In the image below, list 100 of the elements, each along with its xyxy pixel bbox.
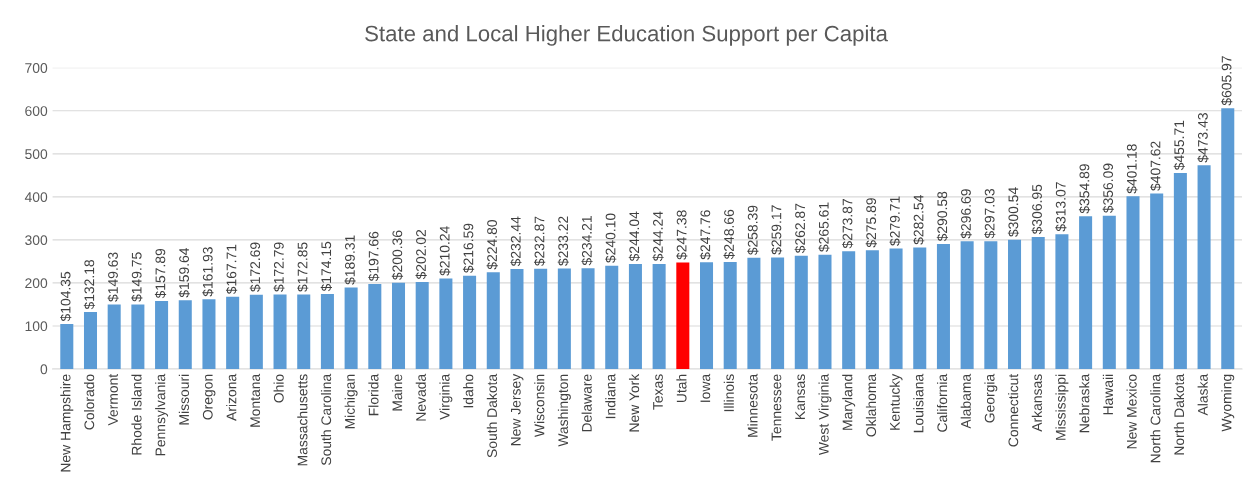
y-tick-label: 600 (25, 106, 48, 116)
x-tick-label: New York (628, 373, 640, 432)
x-tick-label: New Jersey (511, 373, 524, 446)
bar (557, 268, 571, 369)
data-label: $157.89 (154, 248, 167, 299)
x-tick-label: Montana (250, 373, 261, 427)
x-tick-label: Maine (392, 374, 403, 411)
bar (1197, 165, 1211, 369)
data-label: $605.97 (1221, 56, 1233, 106)
bar (771, 257, 785, 369)
x-tick-label: Minnesota (747, 373, 758, 437)
y-tick-label: 100 (25, 321, 48, 332)
x-tick-label: Maryland (842, 374, 856, 430)
bar (1221, 108, 1235, 369)
data-label: $259.17 (770, 205, 783, 255)
bar (439, 278, 453, 369)
bar (865, 250, 879, 369)
data-label: $172.79 (273, 242, 285, 292)
bar (486, 272, 500, 369)
bar (1031, 236, 1045, 369)
data-label: $159.64 (178, 247, 190, 298)
bar (368, 283, 382, 369)
bar (652, 263, 666, 369)
x-tick-label: New Mexico (1126, 374, 1137, 449)
bar (178, 300, 192, 369)
bar (273, 294, 287, 369)
data-label: $104.35 (60, 271, 72, 322)
data-label: $407.62 (1150, 141, 1162, 191)
x-tick-label: Alabama (960, 373, 971, 429)
bar (534, 268, 548, 369)
data-label: $297.03 (984, 188, 996, 239)
bar (155, 301, 169, 369)
x-tick-label: Virginia (439, 373, 453, 420)
y-tick-label: 0 (40, 364, 48, 375)
x-tick-label: Indiana (605, 373, 616, 419)
data-label: $174.15 (320, 241, 332, 292)
x-tick-label: Nebraska (1079, 373, 1090, 433)
bar (415, 282, 429, 369)
x-tick-label: Kansas (795, 374, 806, 420)
x-tick-label: Arkansas (1031, 374, 1042, 432)
x-tick-label: Vermont (108, 373, 118, 426)
x-tick-label: Colorado (84, 374, 95, 430)
x-tick-label: Hawaii (1102, 374, 1114, 415)
bar (794, 255, 808, 369)
y-tick-label: 400 (24, 192, 48, 203)
data-label: $473.43 (1197, 113, 1209, 163)
data-label: $248.66 (723, 209, 735, 260)
x-tick-label: Arizona (226, 373, 237, 421)
data-label: $244.24 (652, 211, 664, 262)
x-tick-label: Connecticut (1008, 373, 1019, 447)
data-label: $290.58 (936, 191, 948, 242)
x-tick-label: Wyoming (1221, 374, 1235, 432)
data-label: $354.89 (1078, 164, 1091, 214)
x-tick-label: Oklahoma (865, 373, 877, 437)
data-label: $282.54 (913, 195, 925, 245)
bar (1102, 215, 1116, 369)
bar (628, 263, 642, 369)
bar (581, 268, 595, 369)
bar (226, 296, 240, 369)
data-label: $149.75 (131, 252, 143, 302)
bar (676, 262, 690, 369)
bar (249, 294, 263, 369)
data-label: $401.18 (1126, 144, 1138, 194)
bar (1173, 172, 1187, 369)
y-tick-label: 700 (25, 63, 48, 73)
data-label: $132.18 (83, 259, 96, 310)
x-tick-label: Mississippi (1055, 374, 1069, 440)
x-tick-label: Alaska (1197, 373, 1208, 416)
data-label: $300.54 (1007, 187, 1020, 237)
data-label: $247.76 (699, 210, 712, 260)
data-label: $149.63 (107, 252, 119, 302)
x-tick-label: Louisiana (913, 373, 924, 433)
x-tick-label: Delaware (581, 374, 592, 432)
x-tick-label: New Hampshire (60, 374, 74, 472)
data-label: $216.59 (462, 223, 475, 274)
data-label: $258.39 (747, 205, 759, 256)
bar (723, 261, 737, 369)
data-label: $455.71 (1173, 120, 1185, 171)
bar (700, 262, 714, 369)
bar (936, 243, 950, 369)
data-label: $200.36 (391, 230, 404, 281)
x-tick-label: North Carolina (1150, 373, 1161, 463)
chart-title: State and Local Higher Education Support per Capita (365, 25, 888, 46)
bar (984, 241, 998, 369)
x-tick-label: Rhode Island (131, 374, 142, 455)
y-tick-label: 500 (25, 149, 48, 159)
data-label: $197.66 (368, 231, 380, 282)
x-tick-label: Georgia (984, 373, 998, 423)
y-tick-label: 300 (25, 235, 48, 246)
data-label: $161.93 (202, 247, 214, 297)
x-tick-label: Utah (676, 374, 687, 403)
x-tick-label: Missouri (178, 374, 189, 425)
x-tick-label: Texas (653, 374, 663, 410)
x-tick-label: Illinois (723, 374, 734, 412)
bar (842, 251, 856, 369)
bar (605, 265, 619, 369)
bar (818, 254, 832, 369)
data-label: $189.31 (344, 235, 356, 285)
data-label: $233.22 (557, 216, 569, 266)
bar (510, 268, 524, 369)
